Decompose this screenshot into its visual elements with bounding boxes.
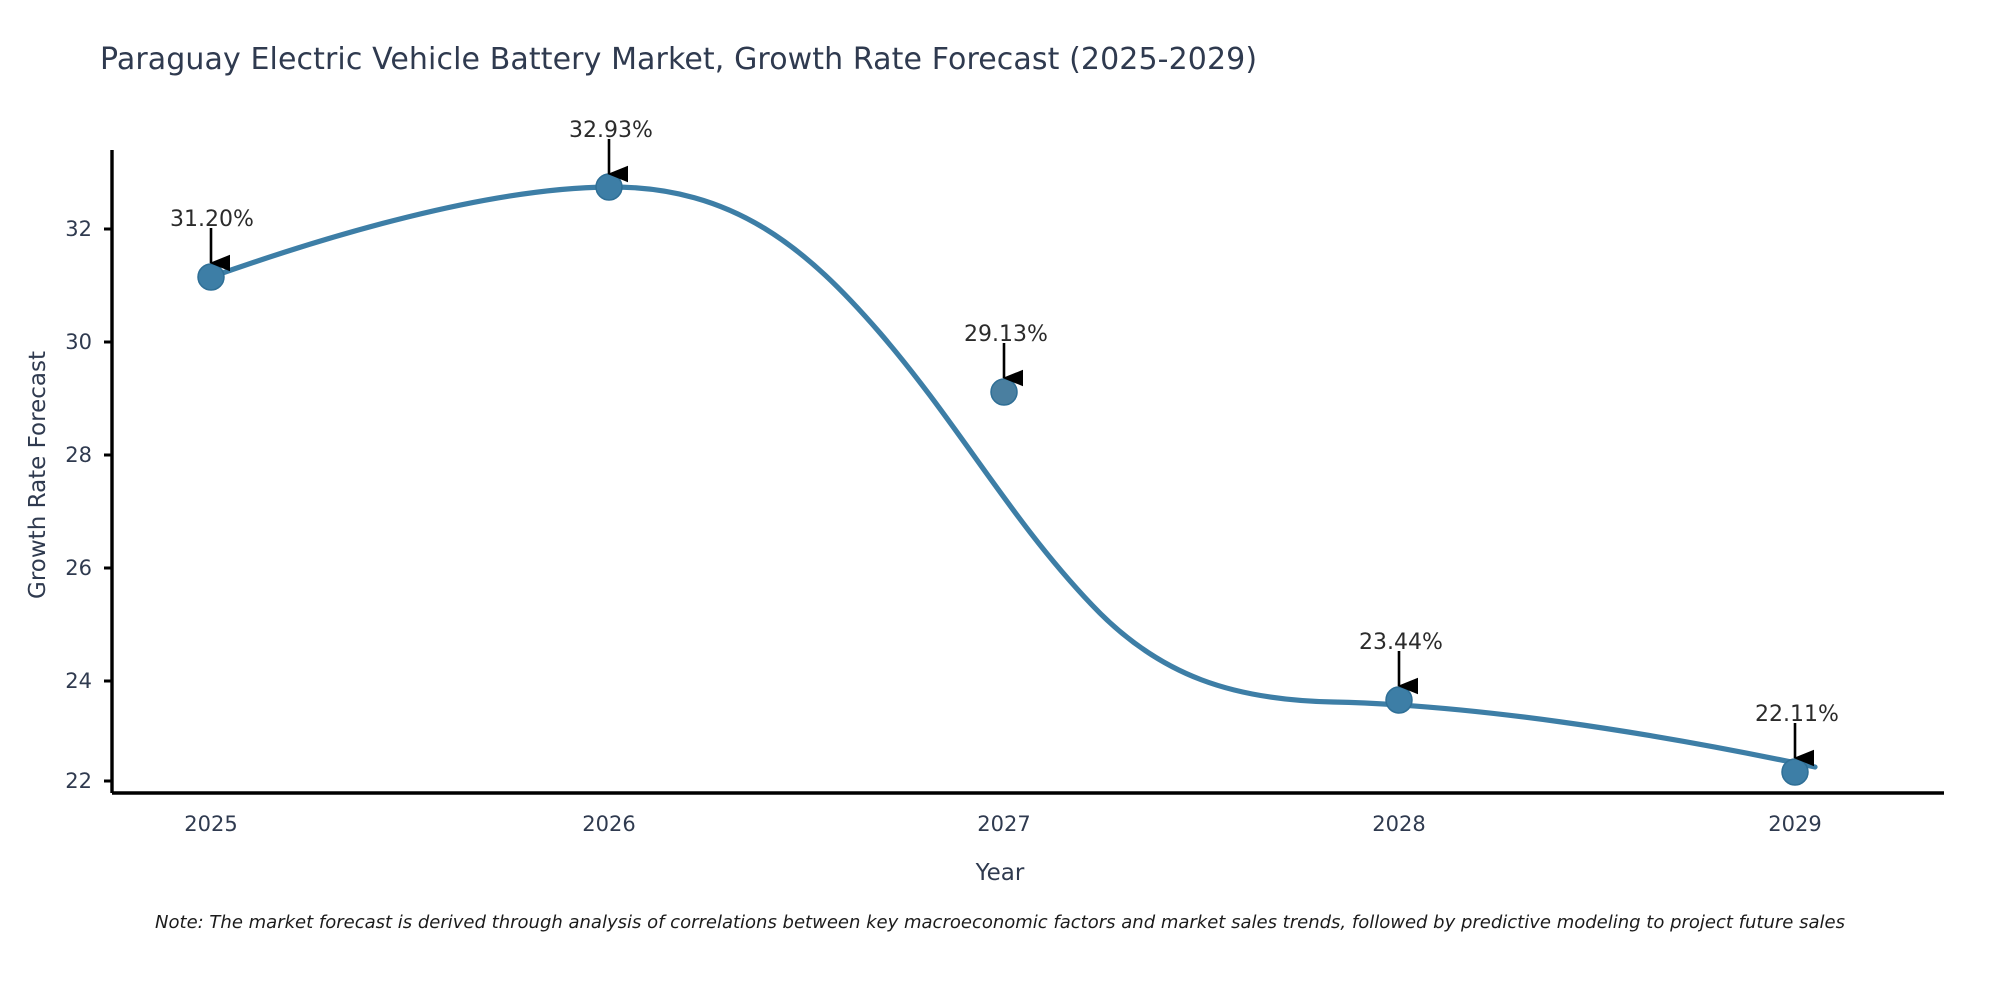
x-tick-label-2029: 2029 xyxy=(1768,812,1822,836)
data-label-2025: 31.20% xyxy=(170,207,254,232)
y-tick-label-26: 26 xyxy=(65,556,92,580)
data-label-2029: 22.11% xyxy=(1755,702,1839,727)
y-tick-label-32: 32 xyxy=(65,217,92,241)
x-tick-label-2028: 2028 xyxy=(1372,812,1426,836)
data-point-markers xyxy=(197,173,1809,786)
y-tick-label-28: 28 xyxy=(65,443,92,467)
x-tick-label-2025: 2025 xyxy=(184,812,238,836)
data-series-line xyxy=(208,184,1818,770)
data-label-2028: 23.44% xyxy=(1359,630,1443,655)
y-tick-label-22: 22 xyxy=(65,769,92,793)
y-tick-label-24: 24 xyxy=(65,669,92,693)
data-label-2027: 29.13% xyxy=(964,322,1048,347)
x-axis-title: Year xyxy=(975,860,1025,886)
y-axis-title: Growth Rate Forecast xyxy=(25,351,51,599)
x-tick-label-2026: 2026 xyxy=(582,812,636,836)
y-tick-label-30: 30 xyxy=(65,330,92,354)
annotation-arrows xyxy=(209,139,1815,767)
y-axis-ticks xyxy=(104,227,112,783)
chart-title: Paraguay Electric Vehicle Battery Market… xyxy=(100,42,1258,77)
chart-footnote: Note: The market forecast is derived thr… xyxy=(155,912,1845,933)
data-label-2026: 32.93% xyxy=(569,118,653,143)
x-tick-label-2027: 2027 xyxy=(977,812,1031,836)
